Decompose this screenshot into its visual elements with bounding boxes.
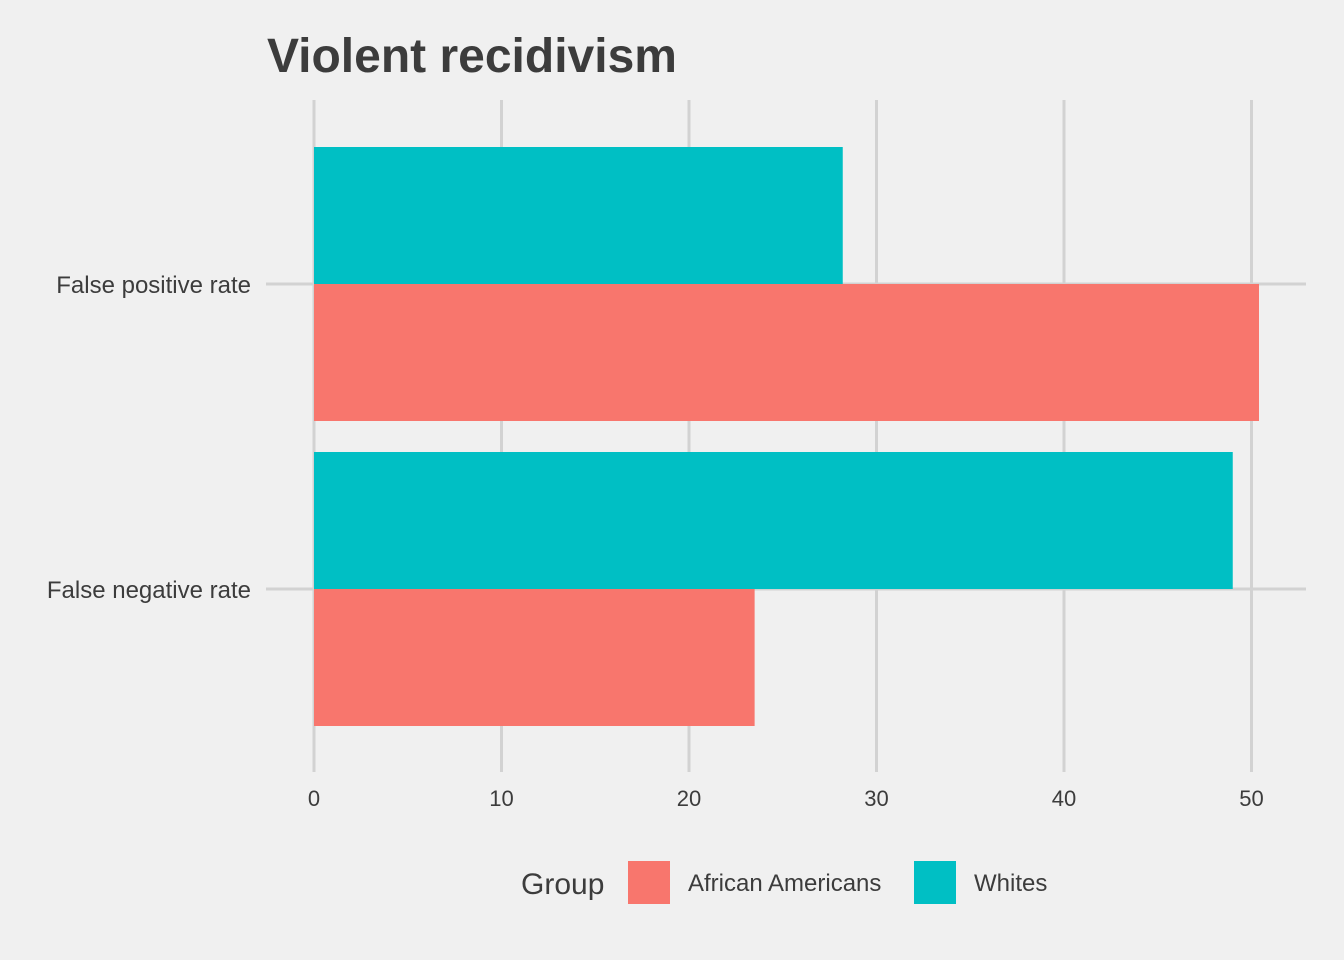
x-tick-label: 40 xyxy=(1052,786,1076,811)
bar xyxy=(314,589,755,726)
legend-title: Group xyxy=(521,868,604,901)
legend-label: Whites xyxy=(974,870,1047,897)
chart-title: Violent recidivism xyxy=(267,30,677,83)
bar xyxy=(314,284,1259,421)
category-labels: False positive rate False negative rate xyxy=(47,272,251,604)
x-tick-label: 30 xyxy=(864,786,888,811)
legend: Group African Americans Whites xyxy=(521,861,1047,904)
bars xyxy=(314,147,1259,726)
legend-label: African Americans xyxy=(688,870,881,897)
x-tick-label: 50 xyxy=(1239,786,1263,811)
x-tick-labels: 0 10 20 30 40 50 xyxy=(308,786,1264,811)
x-tick-label: 0 xyxy=(308,786,320,811)
bar xyxy=(314,452,1233,589)
bar xyxy=(314,147,843,284)
category-label: False positive rate xyxy=(56,272,251,299)
category-label: False negative rate xyxy=(47,577,251,604)
x-tick-label: 10 xyxy=(489,786,513,811)
legend-key xyxy=(628,861,670,904)
legend-key xyxy=(914,861,956,904)
x-tick-label: 20 xyxy=(677,786,701,811)
